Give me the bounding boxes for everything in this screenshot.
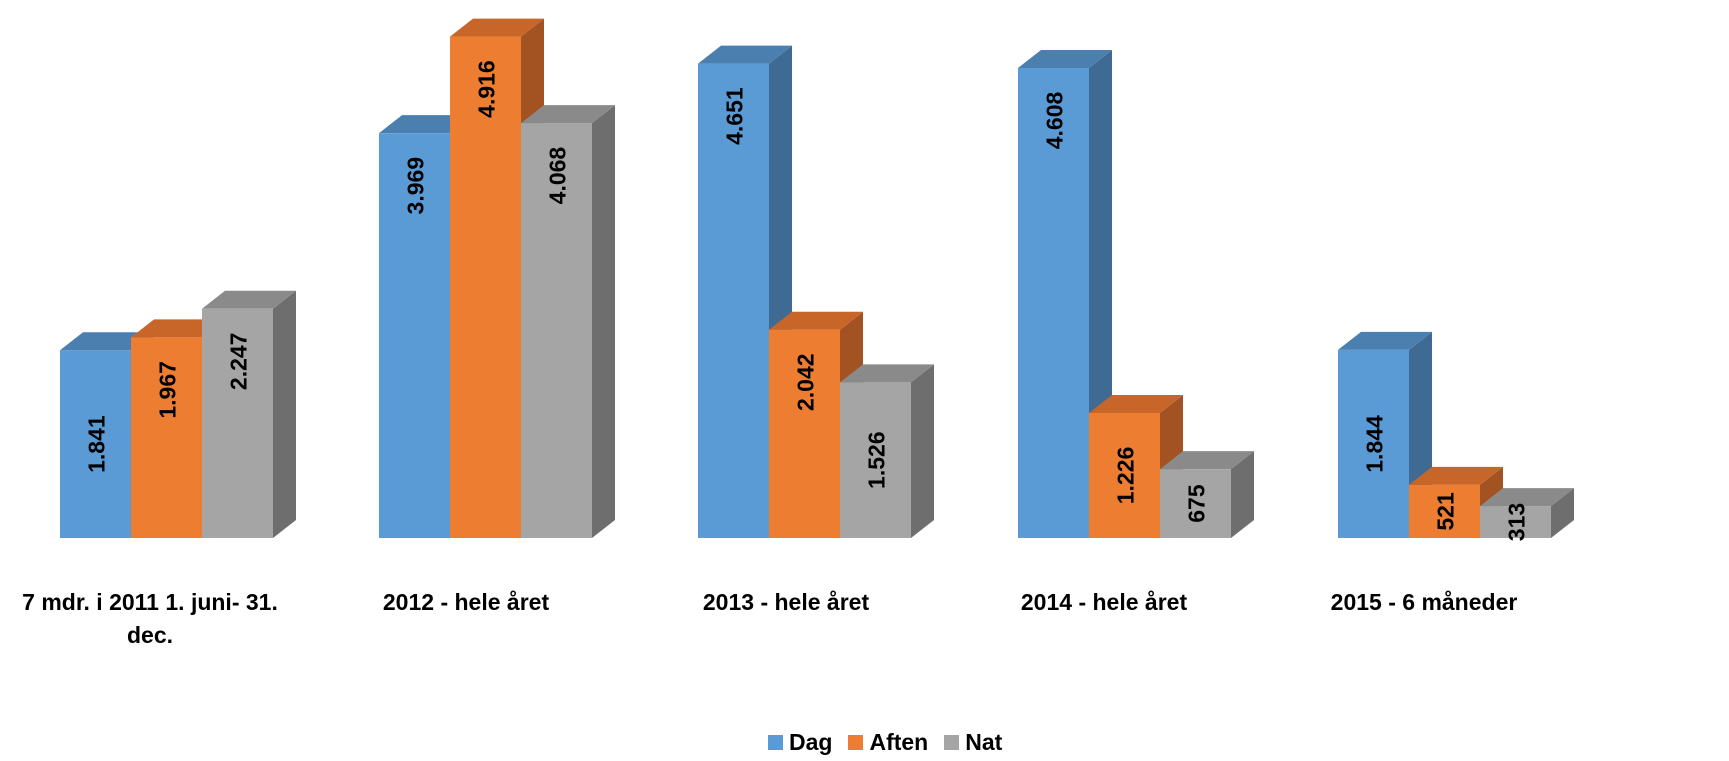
legend-swatch-dag — [768, 734, 783, 750]
bar-front-face — [1160, 469, 1231, 538]
data-label-nat-2: 1.526 — [864, 431, 890, 489]
bar-front-face — [1018, 67, 1089, 538]
bar-side-face — [1231, 451, 1254, 538]
bars-group — [60, 18, 1574, 539]
bar-front-face — [379, 133, 450, 539]
legend: Dag Aften Nat — [768, 727, 1002, 757]
bar-top-face — [840, 364, 934, 383]
bar-top-face — [698, 45, 792, 64]
data-label-dag-3: 4.608 — [1042, 92, 1068, 150]
data-label-nat-1: 4.068 — [545, 147, 571, 205]
data-label-aften-2: 2.042 — [793, 353, 819, 411]
bar-front-face — [131, 337, 202, 538]
bar-top-face — [60, 332, 154, 351]
category-label-2014: 2014 - hele året — [1020, 589, 1188, 615]
bar-top-face — [379, 115, 473, 134]
data-label-aften-3: 1.226 — [1113, 447, 1139, 505]
data-label-nat-3: 675 — [1184, 484, 1210, 523]
bar-front-face — [840, 382, 911, 538]
bar-nat-1 — [521, 105, 615, 539]
data-label-dag-2: 4.651 — [722, 87, 748, 145]
category-label-2015: 2015 - 6 måneder — [1330, 589, 1518, 615]
bar-front-face — [521, 123, 592, 539]
bar-front-face — [1409, 484, 1480, 538]
bar-side-face — [273, 290, 296, 538]
value-labels-group: 1.841 1.967 2.247 3.969 4.916 4.068 4.651 2.042… — [84, 60, 1530, 541]
legend-swatch-nat — [944, 734, 960, 750]
bar-top-face — [1480, 488, 1574, 507]
legend-item-aften: Aften — [848, 729, 928, 756]
bar-top-face — [202, 290, 296, 309]
bar-side-face — [1551, 488, 1574, 538]
bar-front-face — [1338, 349, 1409, 538]
legend-label-dag: Dag — [789, 728, 833, 755]
data-label-dag-4: 1.844 — [1362, 415, 1388, 473]
bar-side-face — [911, 364, 934, 538]
bar-front-face — [698, 63, 769, 539]
bar-front-face — [202, 308, 273, 538]
data-label-aften-0: 1.967 — [155, 361, 181, 419]
bar-top-face — [1160, 451, 1254, 470]
bar-front-face — [60, 350, 131, 538]
data-label-nat-4: 313 — [1504, 503, 1530, 541]
category-label-2012: 2012 - hele året — [382, 589, 550, 615]
bar-front-face — [1089, 412, 1160, 538]
bar-top-face — [769, 311, 863, 330]
bar-top-face — [1409, 466, 1503, 485]
bar-top-face — [131, 319, 225, 338]
bar-side-face — [592, 105, 615, 539]
data-label-dag-1: 3.969 — [403, 157, 429, 215]
data-label-nat-0: 2.247 — [226, 333, 252, 391]
bar-top-face — [521, 105, 615, 124]
data-label-dag-0: 1.841 — [84, 415, 110, 473]
bar-front-face — [450, 36, 521, 539]
bar-top-face — [1338, 331, 1432, 350]
legend-label-aften: Aften — [869, 728, 929, 755]
bar-nat-3 — [1160, 451, 1254, 538]
bar-nat-0 — [202, 290, 296, 538]
bar-front-face — [1480, 506, 1551, 538]
legend-item-nat: Nat — [944, 729, 1002, 756]
bar-nat-2 — [840, 364, 934, 538]
bar-top-face — [1089, 394, 1183, 413]
data-label-aften-4: 521 — [1433, 492, 1459, 531]
category-label-2011: 7 mdr. i 2011 1. juni- 31. dec. — [22, 589, 278, 648]
bar-front-face — [769, 329, 840, 538]
category-label-2013: 2013 - hele året — [702, 589, 870, 615]
legend-swatch-aften — [848, 734, 864, 750]
legend-item-dag: Dag — [768, 729, 832, 756]
data-label-aften-1: 4.916 — [474, 60, 500, 118]
bar-top-face — [450, 18, 544, 37]
bar-top-face — [1018, 49, 1112, 68]
bar-nat-4 — [1480, 488, 1574, 538]
legend-label-nat: Nat — [965, 728, 1003, 755]
